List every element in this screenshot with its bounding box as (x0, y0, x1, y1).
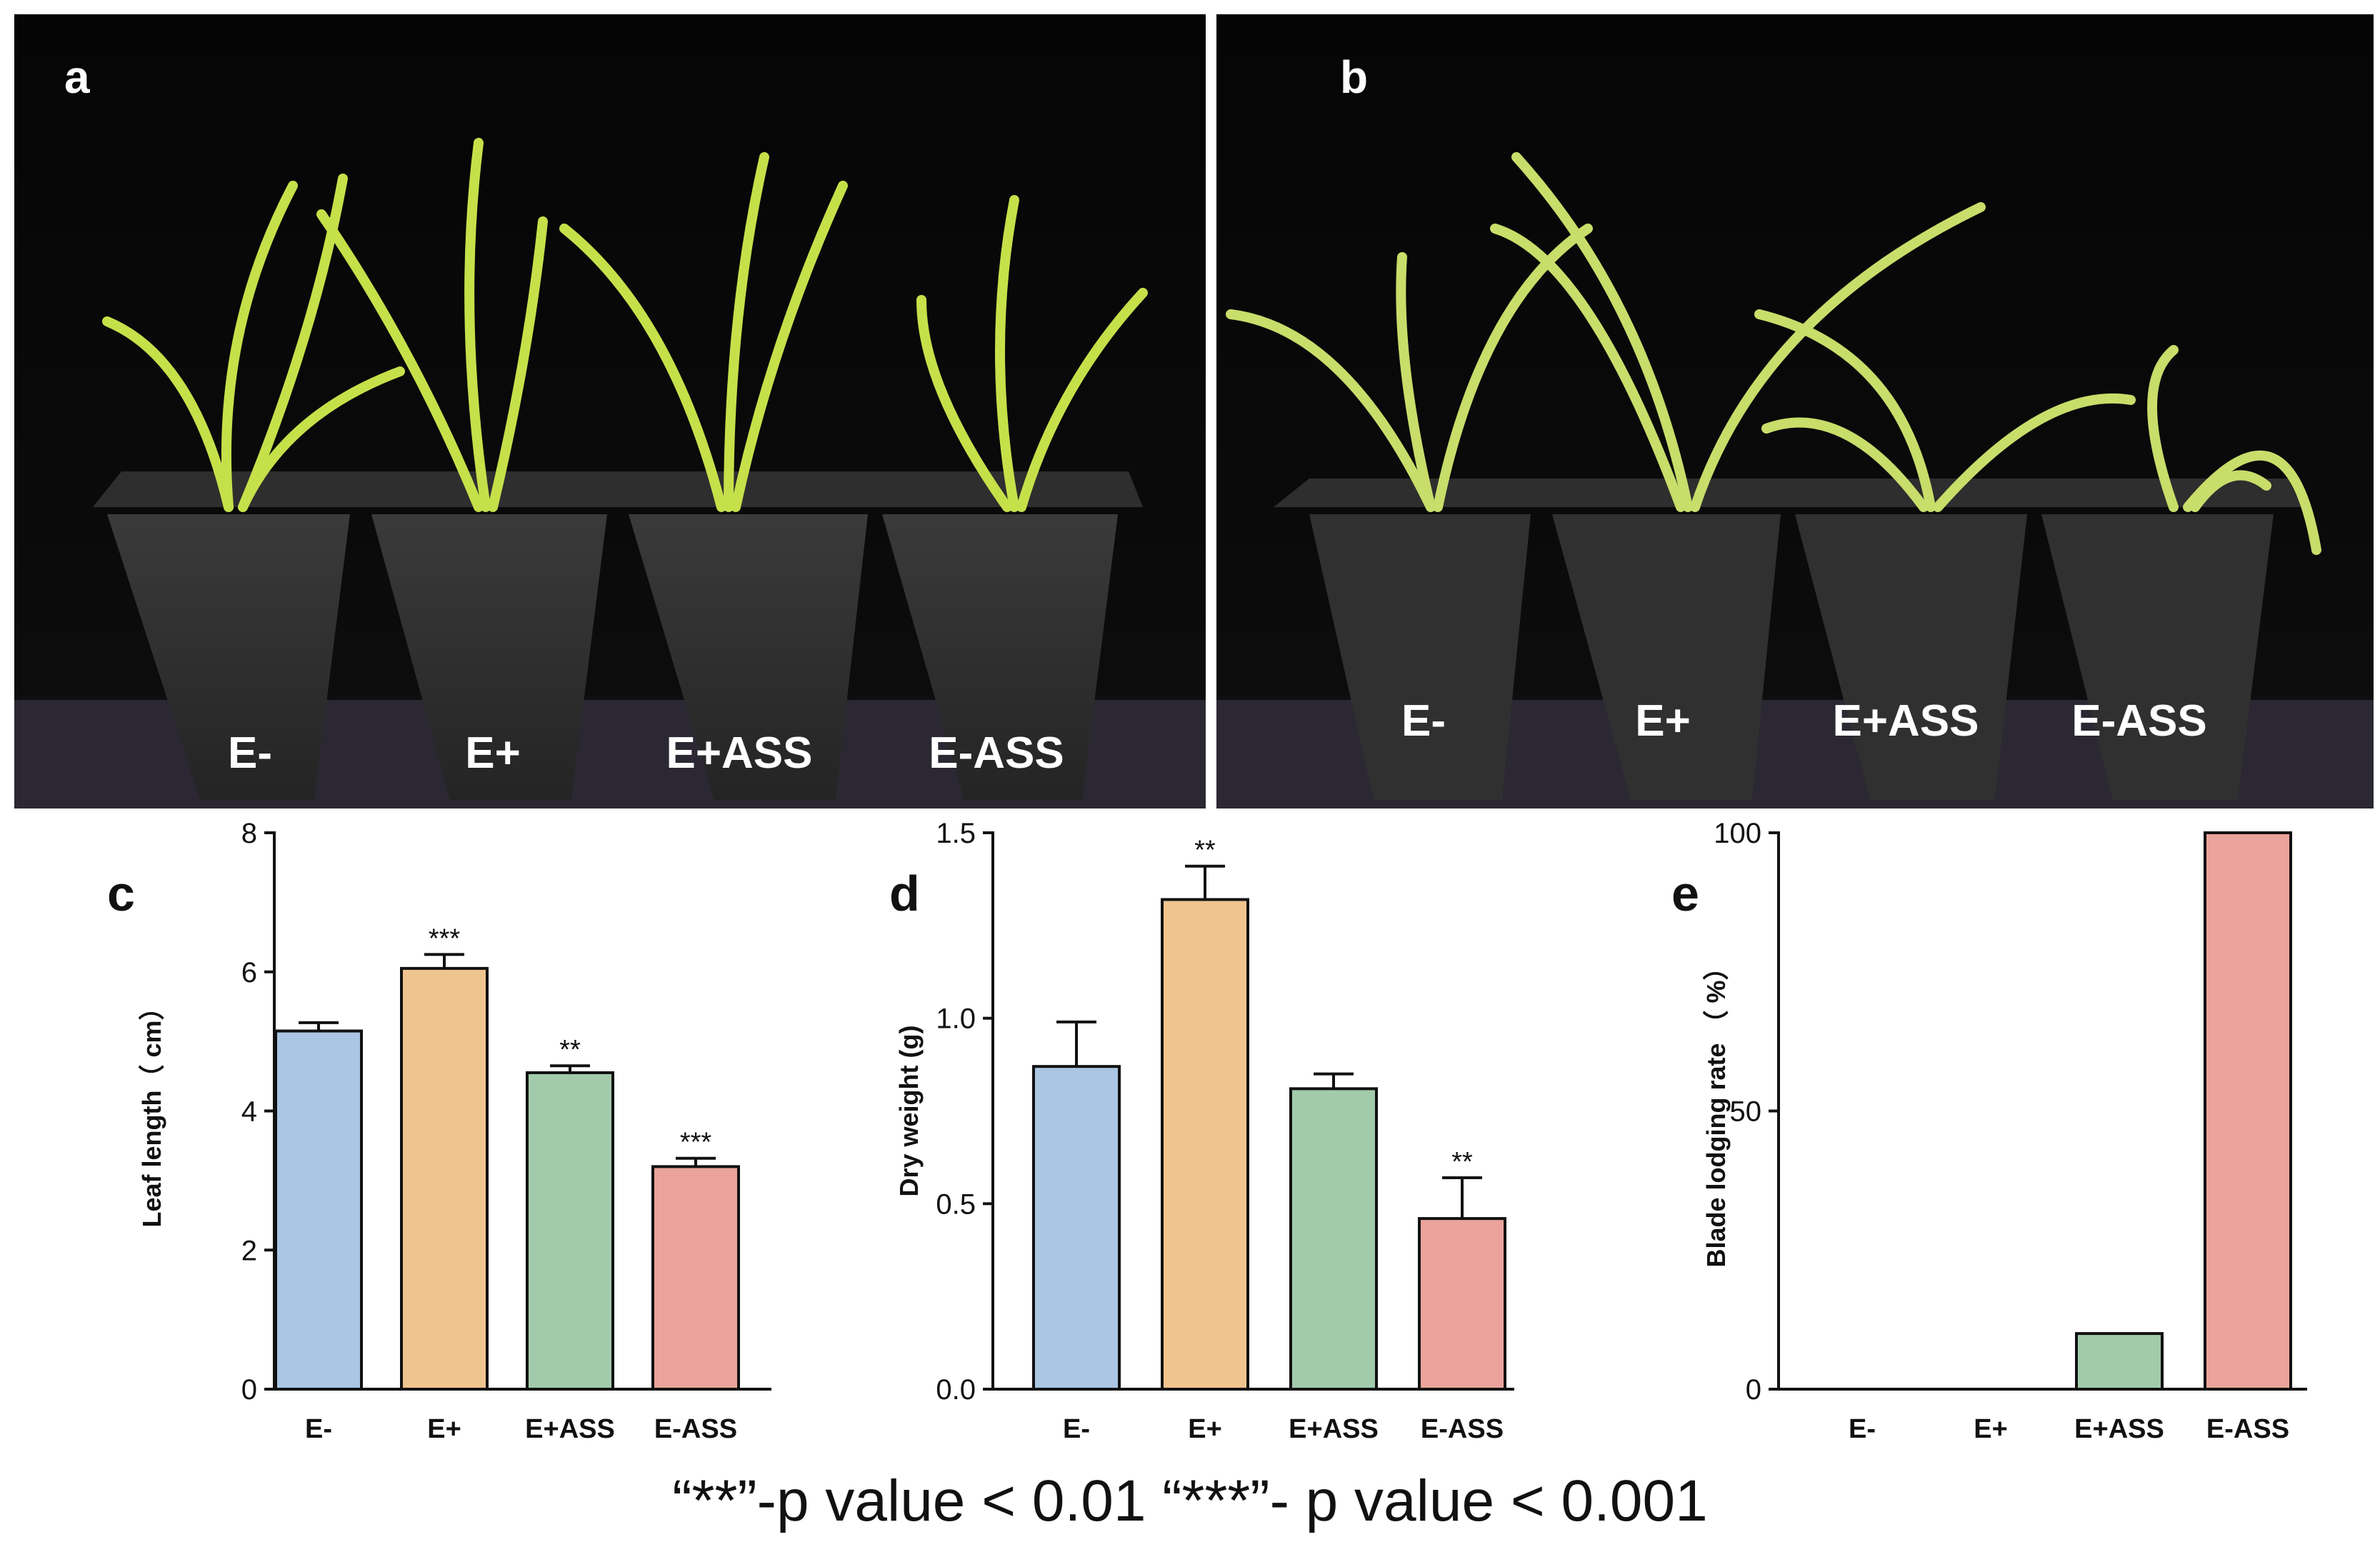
significance-marker: ** (1451, 1147, 1473, 1177)
bar-eplus (1161, 898, 1249, 1391)
bar-eminusass (1418, 1217, 1506, 1391)
pot-label-e-minus-ass: E-ASS (929, 729, 1064, 778)
x-tick-label: E-ASS (2206, 1414, 2289, 1444)
bar-eplusass (1289, 1087, 1378, 1391)
panel-letter-b: b (1340, 51, 1368, 103)
x-tick-label: E+ (1974, 1414, 2008, 1444)
significance-marker: *** (680, 1128, 712, 1158)
y-tick-label: 1.5 (936, 818, 976, 849)
x-tick-label: E+ (1188, 1414, 1222, 1444)
significance-marker: ** (559, 1035, 581, 1065)
pot-label-e-plus-ass: E+ASS (1832, 696, 1979, 746)
pot-label-e-minus: E- (1401, 696, 1446, 746)
x-tick-label: E- (1849, 1414, 1876, 1444)
pot-label-e-minus: E- (228, 729, 272, 778)
x-tick-label: E+ (427, 1414, 461, 1444)
pot-label-e-plus: E+ (1635, 696, 1691, 746)
seedling-photo-a: a E- E+ E+ASS E-ASS (14, 14, 1206, 808)
significance-footnote: “**”-p value < 0.01 “***”- p value < 0.0… (672, 1468, 1708, 1533)
y-tick-label: 1.0 (936, 1003, 976, 1035)
x-tick-label: E-ASS (1421, 1414, 1504, 1444)
y-tick-label: 4 (241, 1096, 257, 1128)
y-tick-label: 50 (1730, 1096, 1762, 1128)
panel-letter-c: c (107, 866, 135, 921)
significance-marker: *** (429, 923, 461, 953)
bar-eplus (400, 966, 489, 1391)
photo-panel-b: b E- E+ E+ASS E-ASS (1216, 14, 2374, 808)
y-tick-label: 0.5 (936, 1188, 976, 1220)
chart-dry-weight: d 0.0 0.5 1.0 1.5 Dry weight (g) E- ** E+ E+ASS **… (889, 818, 1514, 1444)
pot-label-e-plus: E+ (465, 729, 521, 778)
y-axis-label: Dry weight (g) (894, 1026, 924, 1197)
bar-eminus (274, 1029, 363, 1391)
panel-letter-a: a (64, 51, 90, 103)
y-tick-label: 8 (241, 818, 257, 849)
y-tick-label: 6 (241, 957, 257, 988)
bar-eplusass (526, 1071, 614, 1391)
panel-letter-e: e (1671, 866, 1699, 921)
chart-leaf-length: c 0 2 4 6 8 Leaf length（ cm） E- *** E+ ** E+ASS *** E… (107, 818, 771, 1444)
x-tick-label: E+ASS (1289, 1414, 1379, 1444)
x-tick-label: E+ASS (2074, 1414, 2164, 1444)
pot-label-e-minus-ass: E-ASS (2071, 696, 2206, 746)
y-tick-label: 100 (1714, 818, 1761, 849)
x-tick-label: E-ASS (654, 1414, 737, 1444)
bar-eminus (1032, 1065, 1121, 1391)
y-tick-label: 0 (241, 1374, 257, 1406)
y-tick-label: 0 (1746, 1374, 1761, 1406)
significance-marker: ** (1194, 836, 1216, 866)
chart-blade-lodging-rate: e 0 50 100 Blade lodging rate （ %） E- E+ E+ASS E… (1671, 818, 2307, 1444)
bar-eminusass (2204, 831, 2292, 1391)
panel-letter-d: d (889, 866, 920, 921)
x-tick-label: E+ASS (525, 1414, 615, 1444)
y-tick-label: 0.0 (936, 1374, 976, 1406)
x-tick-label: E- (1063, 1414, 1090, 1444)
bar-eplusass (2075, 1332, 2164, 1391)
y-axis-label: Blade lodging rate （ %） (1701, 954, 1731, 1267)
photo-panel-a: a E- E+ E+ASS E-ASS (14, 14, 1206, 808)
seedling-photo-b: b E- E+ E+ASS E-ASS (1216, 14, 2374, 808)
y-tick-label: 2 (241, 1235, 257, 1266)
x-tick-label: E- (305, 1414, 332, 1444)
y-axis-label: Leaf length（ cm） (137, 994, 166, 1227)
pot-label-e-plus-ass: E+ASS (666, 729, 812, 778)
bar-eminusass (651, 1165, 740, 1391)
